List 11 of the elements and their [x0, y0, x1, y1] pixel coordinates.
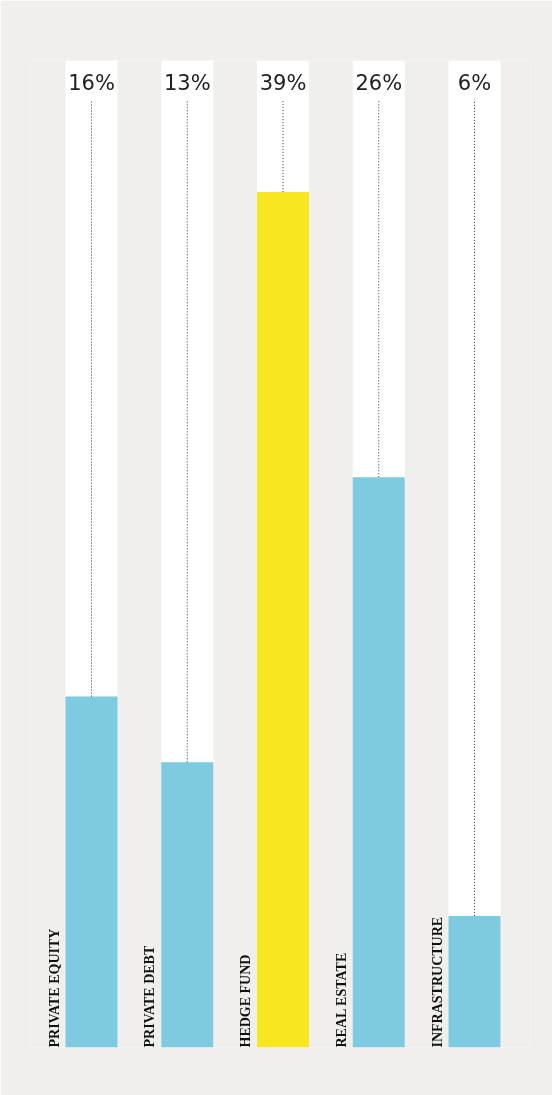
data-label: 16% [68, 70, 115, 95]
data-label: 6% [457, 70, 492, 95]
x-tick-label: PRIVATE EQUITY [46, 928, 62, 1048]
data-label: 13% [163, 70, 211, 95]
data-label: 26% [355, 70, 403, 95]
x-tick-label: HEDGE FUND [238, 954, 253, 1048]
x-tick-label: INFRASTRUCTURE [429, 916, 445, 1048]
data-label: 39% [259, 70, 307, 95]
x-tick-label: PRIVATE DEBT [142, 945, 158, 1048]
bar [448, 915, 501, 1048]
x-tick-label: REAL ESTATE [333, 952, 349, 1048]
